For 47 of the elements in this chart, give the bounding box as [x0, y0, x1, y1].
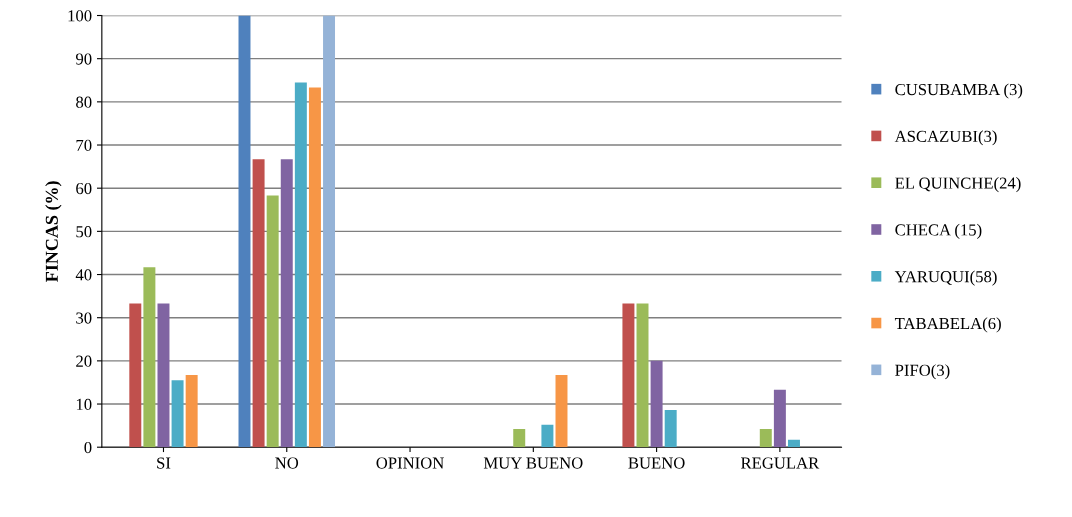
bar: [185, 375, 198, 448]
bar: [266, 195, 279, 448]
y-tick-label: 20: [76, 355, 92, 367]
legend-label: EL QUINCHE(24): [895, 177, 1021, 193]
legend-label: PIFO(3): [895, 364, 950, 380]
bar: [622, 303, 635, 448]
y-axis-title: FINCAS (%): [45, 181, 62, 282]
bar: [252, 159, 265, 448]
bar: [171, 380, 184, 448]
bar: [650, 360, 663, 448]
bar: [129, 303, 142, 448]
bar: [513, 429, 526, 448]
bar: [541, 424, 554, 448]
y-tick-label: 10: [76, 398, 92, 410]
y-tick-label: 70: [76, 139, 92, 151]
x-tick-label: NO: [275, 457, 299, 469]
y-tick-label: 50: [76, 226, 92, 238]
y-tick-label: 40: [75, 269, 92, 281]
y-tick-label: 100: [68, 10, 92, 22]
bar: [308, 87, 321, 448]
x-tick-label: SI: [157, 457, 171, 469]
x-tick-label: OPINION: [376, 457, 444, 469]
bar: [664, 410, 677, 448]
y-tick-label: 90: [75, 53, 92, 65]
legend-label: ASCAZUBI(3): [894, 130, 997, 146]
bar: [636, 303, 649, 448]
bar: [294, 82, 307, 448]
bar: [787, 439, 800, 448]
legend-label: CHECA (15): [895, 223, 982, 239]
bar: [555, 375, 568, 448]
legend-label: TABABELA(6): [894, 317, 1001, 333]
y-tick-label: 0: [84, 441, 92, 454]
bar: [143, 267, 156, 448]
bar: [759, 429, 772, 448]
bar: [280, 159, 293, 448]
bar: [323, 15, 336, 448]
x-tick-label: MUY BUENO: [483, 457, 583, 469]
x-tick-label: REGULAR: [741, 457, 820, 469]
bar: [157, 303, 170, 448]
y-tick-label: 60: [76, 182, 92, 195]
y-tick-label: 80: [76, 96, 92, 108]
legend-label: CUSUBAMBA (3): [895, 83, 1023, 99]
legend-label: YARUQUI(58): [894, 270, 997, 286]
bar: [773, 389, 786, 448]
x-tick-label: BUENO: [628, 457, 685, 469]
y-tick-label: 30: [76, 312, 92, 324]
bar: [238, 15, 251, 448]
